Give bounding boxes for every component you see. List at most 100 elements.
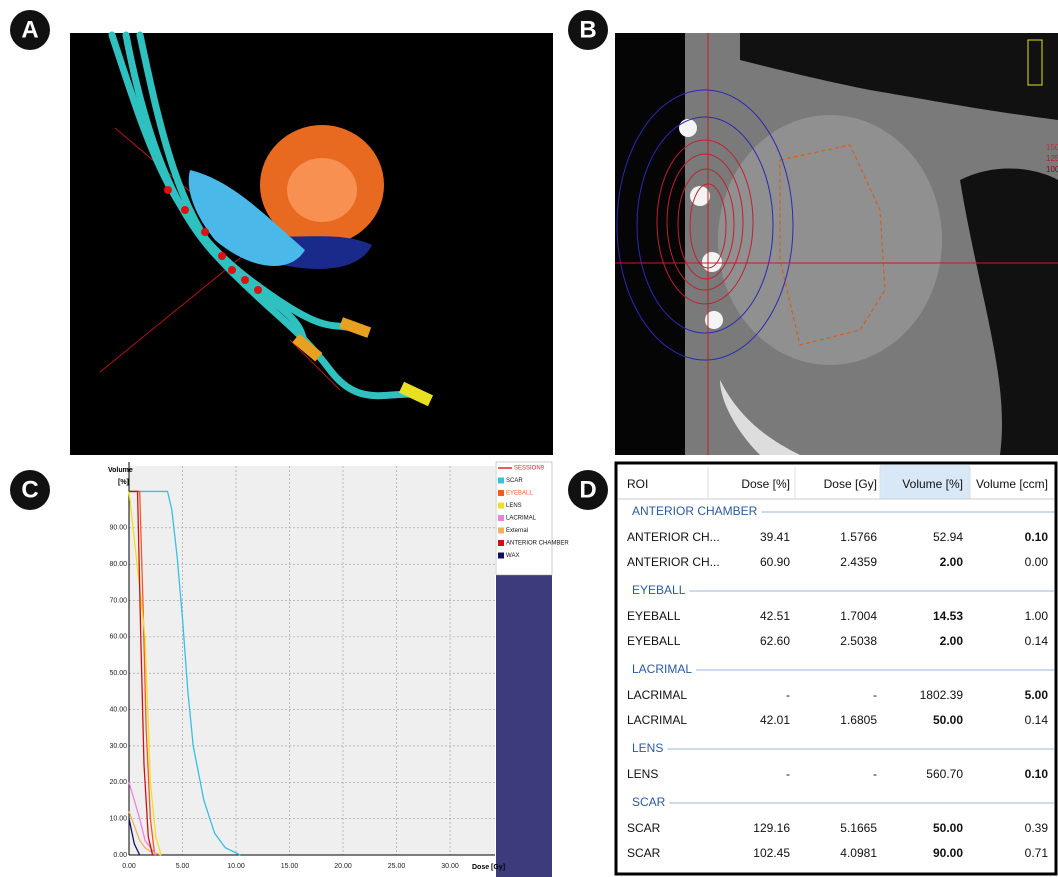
table-cell: 42.01 (760, 713, 790, 727)
table-cell: 1.5766 (840, 530, 877, 544)
table-cell: 0.00 (1025, 555, 1049, 569)
table-cell: 60.90 (760, 555, 790, 569)
x-tick-label: 15.00 (281, 863, 299, 870)
panel-label: D (579, 476, 596, 503)
panel-label: B (579, 16, 596, 43)
legend-swatch (498, 478, 504, 484)
figure: A B C D 150 125 100 0.00 10.00 20.00 30.00 40.00 50.… (0, 0, 1058, 877)
table-cell: 50.00 (933, 713, 963, 727)
table-cell: 0.10 (1025, 767, 1049, 781)
table-cell: EYEBALL (627, 634, 681, 648)
group-header: LENS (632, 741, 663, 755)
y-tick-label: 70.00 (109, 597, 127, 604)
y-tick-label: 60.00 (109, 634, 127, 641)
y-axis-label: [%] (118, 479, 129, 486)
table-cell: 1.00 (1025, 609, 1049, 623)
table-cell: 4.0981 (840, 846, 877, 860)
dose-legend-label: 150 (1046, 143, 1058, 152)
table-cell: 39.41 (760, 530, 790, 544)
table-cell: 90.00 (933, 846, 963, 860)
table-cell: - (873, 767, 877, 781)
panel-label: A (21, 16, 38, 43)
table-cell: 2.00 (940, 634, 964, 648)
table-cell: - (786, 767, 790, 781)
table-cell: 102.45 (753, 846, 790, 860)
table-cell: LACRIMAL (627, 688, 687, 702)
group-header: ANTERIOR CHAMBER (632, 504, 758, 518)
y-tick-label: 90.00 (109, 525, 127, 532)
y-tick-label: 80.00 (109, 561, 127, 568)
legend-swatch (498, 528, 504, 534)
column-header: Volume [ccm] (976, 477, 1048, 491)
table-cell: SCAR (627, 846, 661, 860)
table-cell: 129.16 (753, 821, 790, 835)
legend-label: SESSION9 (514, 466, 545, 472)
x-tick-label: 20.00 (334, 863, 352, 870)
table-cell: 5.00 (1025, 688, 1049, 702)
table-cell: 560.70 (926, 767, 963, 781)
table-cell: ANTERIOR CH... (627, 555, 720, 569)
dose-legend-label: 125 (1046, 154, 1058, 163)
legend-swatch (498, 515, 504, 521)
y-axis-label: Volume (108, 467, 133, 474)
table-cell: 0.10 (1025, 530, 1049, 544)
legend-label: ANTERIOR CHAMBER (506, 541, 569, 547)
table-cell: 52.94 (933, 530, 963, 544)
y-tick-label: 10.00 (109, 815, 127, 822)
legend-label: WAX (506, 553, 519, 559)
table-cell: - (873, 688, 877, 702)
x-tick-label: 0.00 (122, 863, 136, 870)
x-tick-label: 5.00 (176, 863, 190, 870)
legend-swatch (498, 490, 504, 496)
y-tick-label: 30.00 (109, 743, 127, 750)
column-header: Dose [%] (741, 477, 790, 491)
x-tick-label: 25.00 (388, 863, 406, 870)
panel-label: C (21, 476, 38, 503)
table-cell: SCAR (627, 821, 661, 835)
x-axis-label: Dose [Gy] (472, 864, 505, 871)
y-tick-label: 40.00 (109, 706, 127, 713)
table-cell: 42.51 (760, 609, 790, 623)
legend-label: LENS (506, 503, 522, 509)
table-cell: 0.14 (1025, 634, 1049, 648)
table-cell: 2.5038 (840, 634, 877, 648)
dose-legend-label: 100 (1046, 165, 1058, 174)
group-header: SCAR (632, 795, 666, 809)
column-header: Volume [%] (902, 477, 963, 491)
table-cell: - (786, 688, 790, 702)
panel-b-image (615, 33, 1058, 455)
legend-label: External (506, 528, 528, 534)
y-tick-label: 20.00 (109, 779, 127, 786)
table-cell: ANTERIOR CH... (627, 530, 720, 544)
table-cell: 62.60 (760, 634, 790, 648)
column-header: Dose [Gy] (824, 477, 877, 491)
legend-swatch (498, 540, 504, 546)
table-cell: 0.71 (1025, 846, 1049, 860)
table-cell: EYEBALL (627, 609, 681, 623)
table-cell: 0.14 (1025, 713, 1049, 727)
table-cell: 1802.39 (920, 688, 964, 702)
table-cell: 0.39 (1025, 821, 1049, 835)
table-cell: LACRIMAL (627, 713, 687, 727)
legend-swatch (498, 503, 504, 509)
panel-a-image (70, 33, 553, 455)
plot-area (129, 466, 495, 855)
legend-swatch (498, 553, 504, 559)
table-cell: 14.53 (933, 609, 963, 623)
x-tick-label: 10.00 (227, 863, 245, 870)
x-tick-label: 30.00 (441, 863, 459, 870)
table-cell: 1.7004 (840, 609, 877, 623)
group-header: LACRIMAL (632, 662, 692, 676)
legend-label: LACRIMAL (506, 516, 537, 522)
column-header: ROI (627, 477, 648, 491)
legend-label: EYEBALL (506, 491, 533, 497)
y-tick-label: 50.00 (109, 670, 127, 677)
group-header: EYEBALL (632, 583, 686, 597)
table-cell: 2.4359 (840, 555, 877, 569)
table-cell: LENS (627, 767, 658, 781)
table-cell: 2.00 (940, 555, 964, 569)
legend-label: SCAR (506, 478, 523, 484)
table-cell: 1.6805 (840, 713, 877, 727)
table-cell: 50.00 (933, 821, 963, 835)
table-cell: 5.1665 (840, 821, 877, 835)
